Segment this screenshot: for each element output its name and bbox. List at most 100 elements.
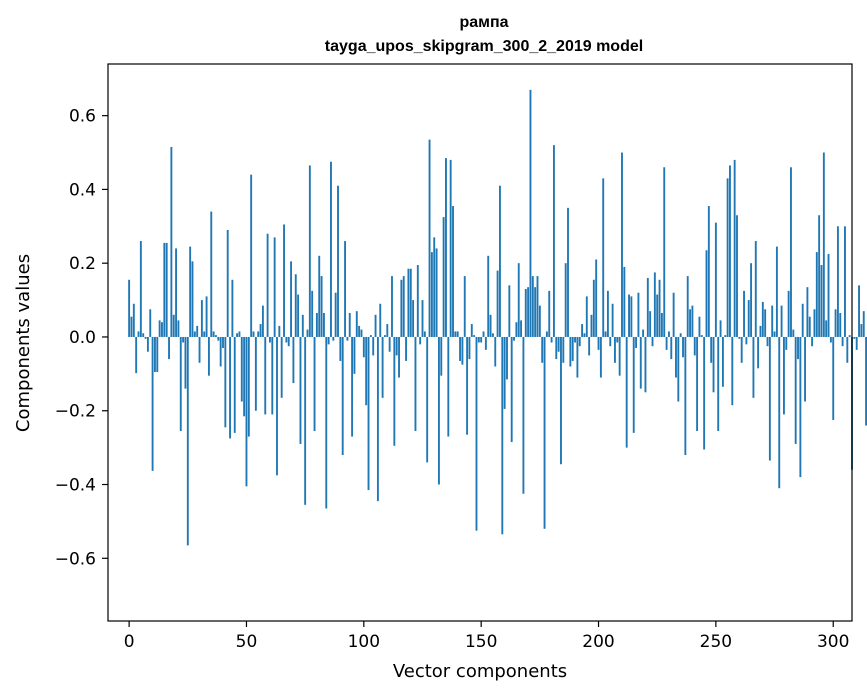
bar-component-191 (576, 336, 579, 378)
bar-component-305 (844, 226, 846, 337)
bar-component-306 (846, 336, 849, 363)
bar-component-62 (273, 237, 276, 337)
bar-component-309 (853, 336, 856, 339)
bar-component-14 (161, 322, 163, 337)
bar-component-36 (212, 331, 215, 337)
bar-component-157 (496, 270, 499, 337)
bar-component-45 (233, 336, 236, 433)
bar-component-217 (637, 292, 640, 337)
bar-component-93 (346, 336, 349, 341)
bar-component-41 (224, 336, 227, 428)
bar-component-2 (132, 303, 135, 337)
bar-component-270 (761, 301, 764, 337)
bar-component-280 (785, 336, 788, 350)
bar-component-87 (332, 336, 335, 341)
bar-component-249 (712, 336, 715, 393)
bar-component-255 (726, 178, 729, 337)
bar-component-278 (780, 305, 783, 337)
bar-component-293 (815, 252, 818, 337)
bar-component-312 (860, 324, 863, 337)
bar-component-98 (358, 325, 361, 337)
bar-component-205 (609, 336, 612, 347)
bar-component-49 (243, 336, 246, 417)
bar-component-31 (200, 300, 203, 337)
bar-component-264 (747, 300, 750, 337)
bar-component-281 (787, 290, 790, 337)
bar-component-292 (813, 309, 816, 337)
bar-component-313 (862, 311, 865, 337)
bar-component-16 (165, 242, 168, 337)
bar-component-78 (311, 290, 314, 337)
bar-component-149 (477, 336, 480, 343)
bar-component-291 (811, 336, 814, 347)
y-axis-ticks: −0.6 −0.4 −0.2 0.0 0.2 0.4 0.6 (55, 107, 108, 569)
plot-frame (107, 63, 853, 622)
bar-component-90 (339, 336, 342, 361)
x-tick-label: 300 (817, 632, 849, 652)
bar-component-307 (848, 335, 851, 337)
bar-component-178 (545, 331, 548, 337)
bar-component-203 (604, 331, 607, 337)
bar-component-42 (226, 229, 229, 337)
bar-component-184 (560, 336, 562, 465)
bar-component-30 (198, 336, 201, 363)
bar-component-142 (461, 336, 464, 365)
bar-component-186 (564, 263, 567, 337)
bar-component-240 (691, 305, 694, 337)
bar-component-115 (398, 336, 400, 378)
bar-component-227 (660, 312, 663, 337)
bar-component-138 (452, 206, 454, 337)
bar-component-129 (430, 252, 433, 337)
x-tick-label: 50 (236, 632, 258, 652)
bar-component-269 (759, 325, 762, 337)
bar-component-241 (693, 336, 696, 356)
bar-component-189 (571, 336, 574, 361)
bar-component-165 (515, 322, 518, 337)
bar-component-260 (738, 336, 741, 339)
bar-component-64 (278, 325, 281, 337)
bar-component-314 (865, 336, 867, 426)
bar-component-174 (536, 276, 539, 337)
bar-component-51 (247, 336, 250, 437)
bar-component-11 (154, 336, 156, 373)
bar-component-209 (618, 336, 621, 376)
bar-component-181 (552, 145, 555, 337)
bar-component-27 (191, 261, 194, 337)
bar-component-113 (393, 336, 396, 446)
bar-component-176 (541, 336, 544, 363)
y-tick-label: 0.2 (69, 254, 96, 274)
bar-component-77 (308, 165, 311, 337)
x-axis-ticks: 0 50 100 150 200 250 300 (124, 621, 849, 652)
bar-component-167 (520, 320, 523, 337)
bar-component-28 (193, 331, 196, 337)
bar-component-19 (172, 314, 175, 337)
bar-component-69 (290, 261, 293, 337)
bar-component-243 (698, 316, 701, 337)
bar-component-10 (151, 336, 154, 471)
bar-component-234 (677, 336, 680, 402)
bar-component-72 (297, 294, 300, 337)
bar-component-268 (757, 336, 760, 369)
bar-component-33 (205, 296, 208, 337)
bar-component-130 (433, 237, 436, 337)
bar-component-229 (665, 336, 668, 350)
bar-component-134 (442, 217, 445, 337)
bar-component-94 (348, 312, 351, 337)
bar-component-254 (724, 335, 727, 337)
bar-component-124 (419, 336, 422, 345)
bar-component-20 (175, 248, 177, 337)
bar-component-108 (381, 336, 384, 398)
bar-component-40 (222, 336, 224, 349)
bar-component-311 (858, 285, 860, 337)
bar-component-230 (667, 331, 670, 337)
x-tick-label: 150 (465, 632, 497, 652)
bar-component-247 (707, 206, 710, 337)
bar-component-0 (128, 279, 131, 337)
bars-group (128, 89, 867, 546)
bar-component-44 (231, 279, 234, 337)
bar-component-223 (651, 336, 654, 347)
bar-component-109 (384, 335, 386, 337)
bar-component-164 (513, 336, 515, 341)
bar-component-228 (663, 167, 666, 337)
